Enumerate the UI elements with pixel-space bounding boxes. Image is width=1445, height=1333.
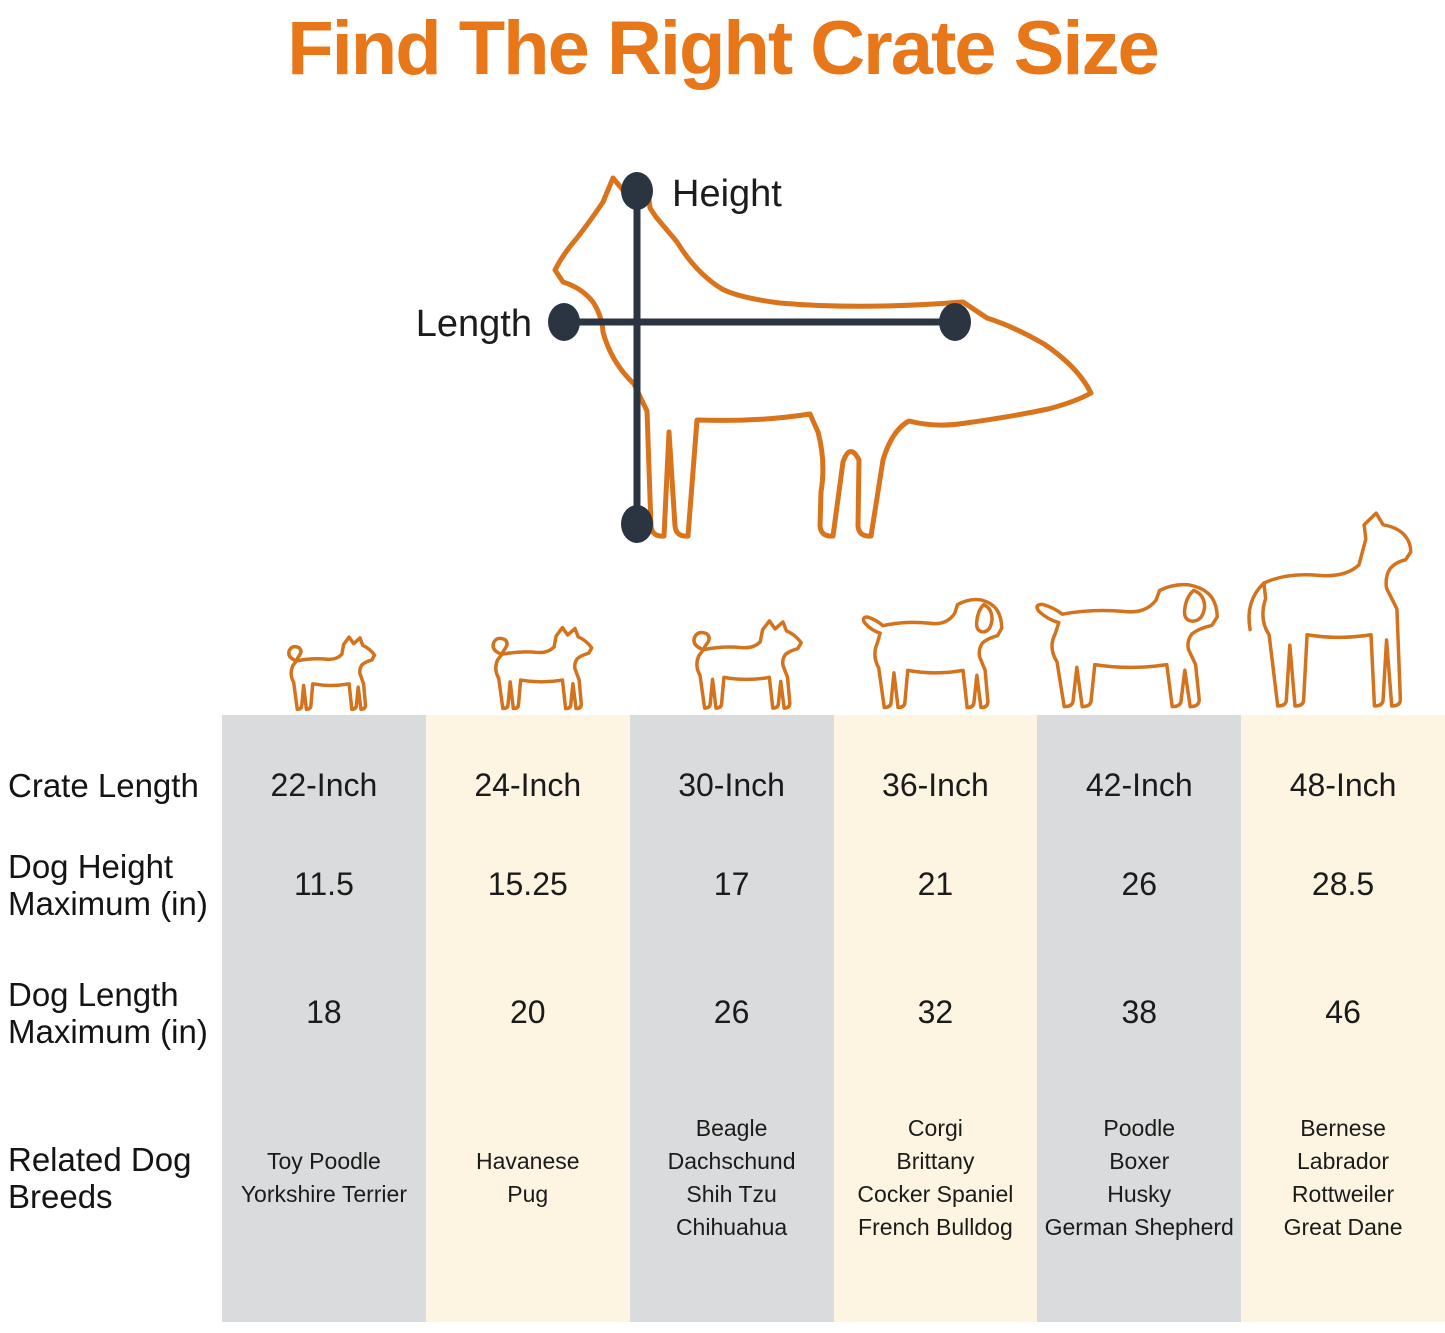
dog-length-max-24: 20 [509, 994, 546, 1030]
crate-size-table: Crate Length 22-Inch 24-Inch 30-Inch 36-… [0, 715, 1445, 1322]
breeds-36: Corgi Brittany Cocker Spaniel French Bul… [857, 1114, 1014, 1240]
row-label-dog-length-max: Dog Length Maximum (in) [8, 975, 208, 1050]
crate-length-22: 22-Inch [270, 766, 378, 803]
breeds-22: Toy Poodle Yorkshire Terrier [240, 1147, 407, 1207]
medium-dog-icon [683, 616, 808, 715]
dog-height-max-48: 28.5 [1311, 866, 1375, 902]
dog-length-max-48: 46 [1325, 994, 1361, 1030]
measured-dog-outline-icon [552, 175, 1094, 539]
height-measure-line [621, 172, 653, 543]
length-label: Length [416, 303, 532, 345]
crate-length-42: 42-Inch [1085, 766, 1193, 803]
dog-length-max-42: 38 [1121, 994, 1158, 1030]
labrador-dog-icon [1030, 575, 1228, 715]
dog-height-max-24: 15.25 [487, 866, 568, 902]
toy-dog-icon [280, 633, 380, 715]
row-label-dog-height-max: Dog Height Maximum (in) [8, 847, 208, 922]
crate-length-24: 24-Inch [474, 766, 582, 803]
breeds-42: Poodle Boxer Husky German Shepherd [1044, 1114, 1234, 1240]
breeds-30: Beagle Dachschund Shih Tzu Chihuahua [667, 1114, 796, 1240]
spaniel-dog-icon [858, 591, 1010, 715]
great-dane-dog-icon [1238, 508, 1428, 715]
dog-length-max-30: 26 [713, 994, 750, 1030]
dog-height-max-42: 26 [1121, 866, 1158, 902]
dog-measurement-diagram: Height Length [380, 130, 1120, 570]
page-title: Find The Right Crate Size [287, 6, 1160, 91]
crate-length-30: 30-Inch [678, 766, 785, 803]
dog-length-max-22: 18 [306, 994, 342, 1030]
length-measure-line [548, 303, 971, 341]
row-label-crate-length: Crate Length [8, 766, 199, 804]
dog-length-max-36: 32 [917, 994, 954, 1030]
breeds-48: Bernese Labrador Rottweiler Great Dane [1283, 1114, 1403, 1240]
dog-height-max-22: 11.5 [293, 866, 354, 902]
small-dog-icon [483, 623, 598, 715]
row-label-related-breeds: Related Dog Breeds [8, 1140, 192, 1215]
dog-height-max-30: 17 [713, 866, 750, 902]
crate-length-48: 48-Inch [1289, 766, 1397, 803]
dog-height-max-36: 21 [917, 866, 954, 902]
crate-length-36: 36-Inch [882, 766, 989, 803]
height-label: Height [672, 173, 782, 215]
breeds-24: Havanese Pug [475, 1147, 580, 1207]
